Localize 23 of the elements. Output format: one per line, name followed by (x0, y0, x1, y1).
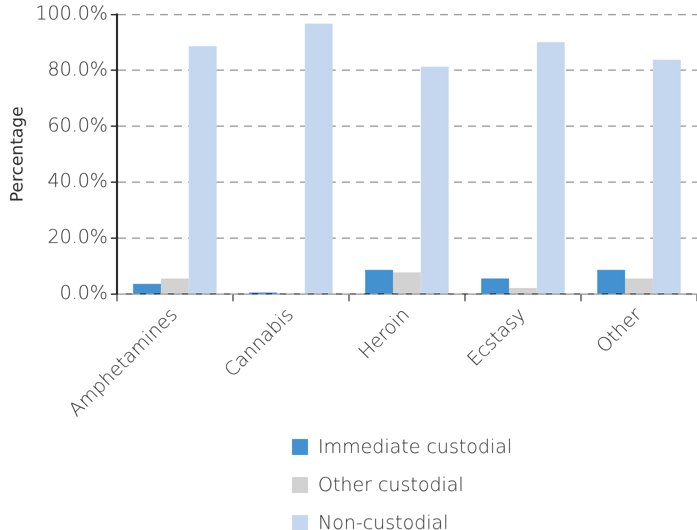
y-axis-title: Percentage (8, 106, 28, 202)
bar (365, 270, 393, 294)
y-tick-label: 20.0% (47, 226, 108, 248)
bar (393, 272, 421, 294)
bar (304, 24, 333, 294)
bar (160, 278, 189, 294)
bar (188, 46, 217, 294)
bar (420, 66, 449, 294)
bar (536, 42, 565, 294)
y-tick-label: 60.0% (47, 114, 108, 136)
bar (481, 278, 510, 294)
bar (597, 270, 626, 294)
y-tick-label: 100.0% (35, 2, 108, 24)
legend-label: Non-custodial (318, 512, 448, 530)
legend-label: Other custodial (318, 474, 464, 496)
y-tick-label: 80.0% (47, 58, 108, 80)
bar (133, 284, 161, 294)
legend-label: Immediate custodial (318, 436, 512, 458)
y-tick-label: 0.0% (60, 282, 108, 304)
bar (509, 288, 537, 294)
bar (652, 60, 681, 294)
y-tick-label: 40.0% (47, 170, 108, 192)
bar (625, 278, 653, 294)
